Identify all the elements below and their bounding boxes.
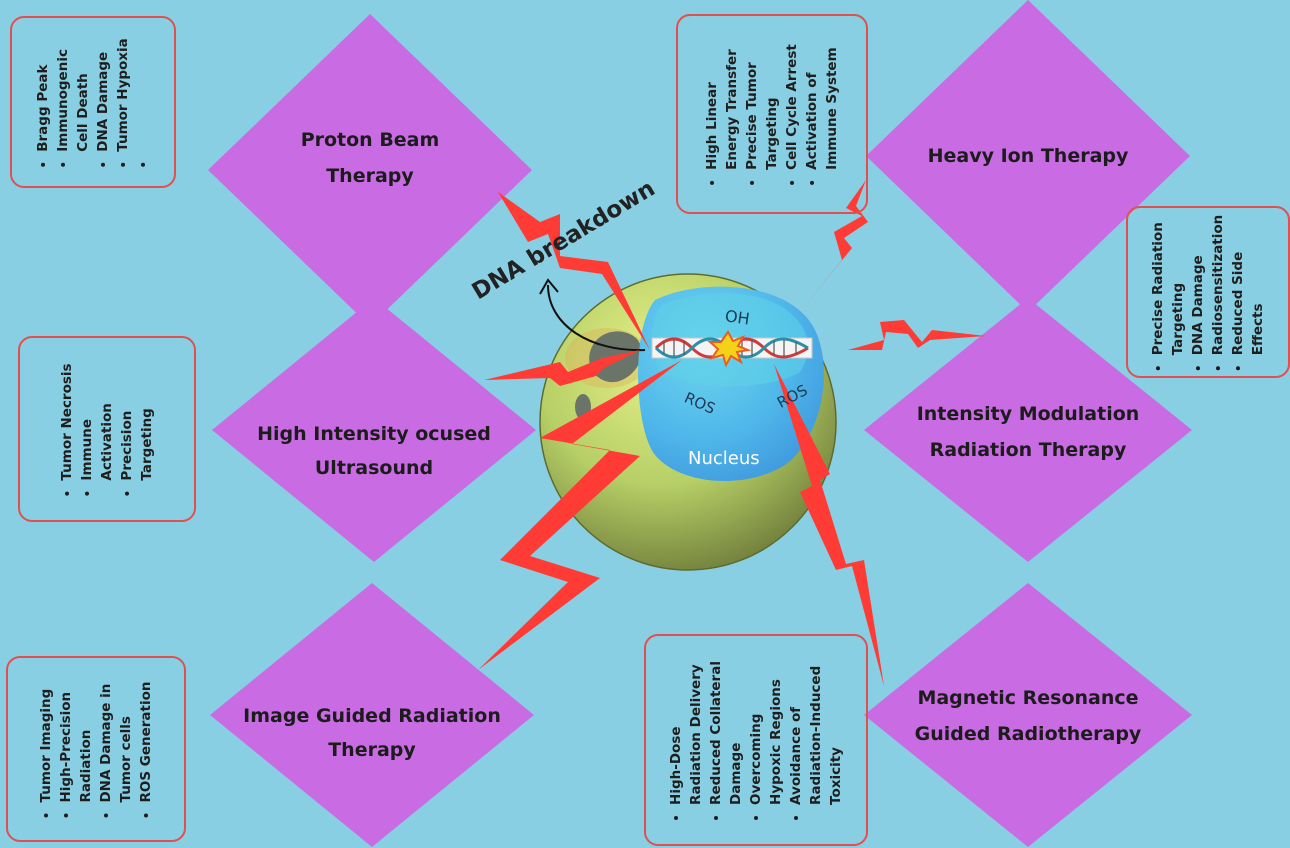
effect-line: Targeting [1170,282,1186,356]
effect-line: High-Dose [666,661,686,804]
bolt-mrgrt [774,364,884,686]
nucleus-label: Nucleus [688,448,760,469]
effect-line: Reduced Side [1228,215,1248,356]
effect-line [133,38,153,152]
box-igrt-effects: Tumor ImagingHigh-PrecisionRadiationDNA … [6,656,186,842]
effect-line: Activation [99,403,115,481]
effect-line: Targeting [139,408,155,481]
effect-line: Immune [77,363,97,481]
effect-line: Radiation [78,729,94,803]
effect-line: Cell Death [75,73,91,152]
effect-line: Tumor Hypoxia [113,38,133,152]
effect-line: Tumor Necrosis [57,363,77,480]
hifu-effects-list: Tumor NecrosisImmuneActivationPrecisionT… [57,363,157,494]
effect-line: ROS Generation [136,681,156,802]
svg-text:Therapy: Therapy [326,165,414,187]
effect-line: DNA Damage [93,38,113,152]
bolt-proton [498,192,650,350]
oh-label: OH [724,306,751,328]
diamond-imrt [864,298,1192,562]
effect-line: Avoidance of [786,661,806,805]
svg-text:Magnetic Resonance: Magnetic Resonance [917,687,1138,709]
effect-line: Tumor Imaging [36,681,56,803]
bolt-hifu [484,350,640,386]
effect-line: Reduced Collateral [706,661,726,805]
svg-text:High Intensity ocused: High Intensity ocused [257,423,491,445]
effect-line: Radiosensitization [1208,215,1228,356]
effect-line: Energy Transfer [724,49,740,170]
title-hifu: High Intensity ocused Ultrasound [257,423,491,479]
dna-breakdown-arrow [547,284,646,352]
dna-break-burst [707,330,752,368]
effect-line: Precise Tumor [742,44,762,170]
title-igrt: Image Guided Radiation Therapy [243,705,501,761]
effect-line: Radiation Delivery [688,664,704,805]
effect-line: DNA Damage [1188,215,1208,355]
diamond-igrt [210,583,534,847]
effect-line: High Linear [702,44,722,170]
igrt-effects-list: Tumor ImagingHigh-PrecisionRadiationDNA … [36,681,156,816]
effect-line: Precise Radiation [1148,215,1168,355]
diamond-heavy-ion [866,0,1190,312]
svg-text:Proton Beam: Proton Beam [301,129,440,151]
box-imrt-effects: Precise RadiationTargetingDNA DamageRadi… [1126,206,1290,378]
bolt-igrt [478,360,682,670]
effect-line: Effects [1250,303,1266,356]
svg-text:Therapy: Therapy [328,739,416,761]
effect-line: Immunogenic [53,38,73,152]
effect-line: Activation of [802,44,822,170]
title-mrgrt: Magnetic Resonance Guided Radiotherapy [915,687,1142,745]
effect-line: Tumor cells [118,716,134,803]
diamond-hifu [212,298,536,562]
svg-text:Radiation Therapy: Radiation Therapy [930,439,1127,461]
bolt-imrt [848,320,986,350]
svg-text:Ultrasound: Ultrasound [315,457,433,479]
effect-line: Cell Cycle Arrest [782,44,802,170]
arrow-head-icon [539,278,559,295]
effect-line: Bragg Peak [33,38,53,152]
box-hifu-effects: Tumor NecrosisImmuneActivationPrecisionT… [18,336,196,522]
imrt-effects-list: Precise RadiationTargetingDNA DamageRadi… [1148,215,1268,370]
effect-line: Targeting [764,97,780,170]
svg-text:Intensity Modulation: Intensity Modulation [917,403,1140,425]
diamond-proton-beam [208,14,532,326]
proton-effects-list: Bragg PeakImmunogenicCell DeathDNA Damag… [33,38,153,166]
effect-line: Immune System [824,47,840,170]
svg-text:Image Guided Radiation: Image Guided Radiation [243,705,501,727]
effect-line: Damage [728,742,744,805]
diamond-mrgrt [864,583,1192,847]
title-heavy-ion: Heavy Ion Therapy [928,145,1129,167]
effect-line: High-Precision [56,681,76,803]
dna-rungs [663,340,797,356]
title-imrt: Intensity Modulation Radiation Therapy [917,403,1140,461]
effect-line: Toxicity [828,747,844,805]
effect-line: Overcoming [746,661,766,805]
title-proton-beam: Proton Beam Therapy [301,129,440,187]
svg-text:Guided Radiotherapy: Guided Radiotherapy [915,723,1142,745]
effect-line: Hypoxic Regions [768,679,784,805]
box-proton-effects: Bragg PeakImmunogenicCell DeathDNA Damag… [10,16,176,188]
effect-line: Radiation-Induced [808,665,824,805]
effect-line: DNA Damage in [96,681,116,803]
svg-text:Heavy Ion Therapy: Heavy Ion Therapy [928,145,1129,167]
effect-line: Precision [117,363,137,481]
